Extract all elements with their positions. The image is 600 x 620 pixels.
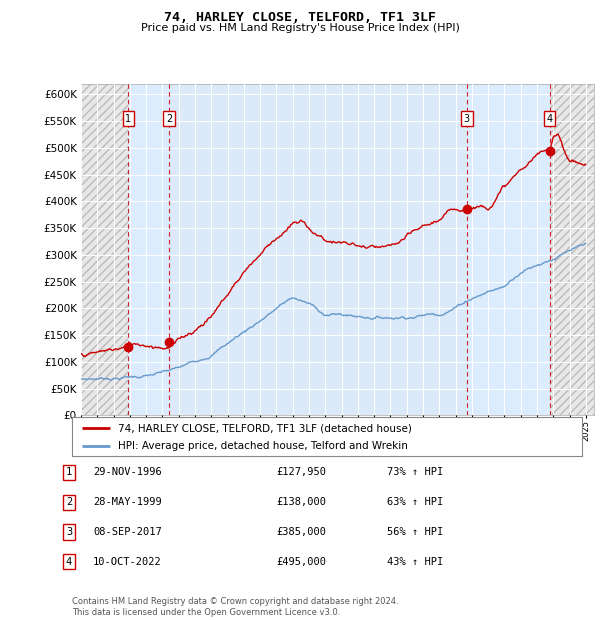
Text: 74, HARLEY CLOSE, TELFORD, TF1 3LF (detached house): 74, HARLEY CLOSE, TELFORD, TF1 3LF (deta… [118, 423, 412, 433]
Bar [467, 84, 550, 415]
Text: £385,000: £385,000 [276, 527, 326, 537]
Text: 56% ↑ HPI: 56% ↑ HPI [387, 527, 443, 537]
Text: 2: 2 [166, 113, 172, 123]
Text: 10-OCT-2022: 10-OCT-2022 [93, 557, 162, 567]
Text: £127,950: £127,950 [276, 467, 326, 477]
Bar [128, 84, 169, 415]
Text: 2: 2 [66, 497, 72, 507]
Text: 3: 3 [66, 527, 72, 537]
Bar [550, 84, 594, 415]
Text: 4: 4 [66, 557, 72, 567]
Text: 74, HARLEY CLOSE, TELFORD, TF1 3LF: 74, HARLEY CLOSE, TELFORD, TF1 3LF [164, 11, 436, 24]
Bar [550, 84, 594, 415]
Text: 29-NOV-1996: 29-NOV-1996 [93, 467, 162, 477]
Text: 1: 1 [66, 467, 72, 477]
Text: £138,000: £138,000 [276, 497, 326, 507]
Text: 3: 3 [464, 113, 470, 123]
Text: 08-SEP-2017: 08-SEP-2017 [93, 527, 162, 537]
Bar [81, 84, 128, 415]
Text: 28-MAY-1999: 28-MAY-1999 [93, 497, 162, 507]
Bar [81, 84, 128, 415]
Text: HPI: Average price, detached house, Telford and Wrekin: HPI: Average price, detached house, Telf… [118, 441, 408, 451]
Text: 4: 4 [547, 113, 553, 123]
Text: Price paid vs. HM Land Registry's House Price Index (HPI): Price paid vs. HM Land Registry's House … [140, 23, 460, 33]
Text: 73% ↑ HPI: 73% ↑ HPI [387, 467, 443, 477]
Text: Contains HM Land Registry data © Crown copyright and database right 2024.
This d: Contains HM Land Registry data © Crown c… [72, 598, 398, 617]
Text: 63% ↑ HPI: 63% ↑ HPI [387, 497, 443, 507]
Text: 1: 1 [125, 113, 131, 123]
Text: 43% ↑ HPI: 43% ↑ HPI [387, 557, 443, 567]
Text: £495,000: £495,000 [276, 557, 326, 567]
